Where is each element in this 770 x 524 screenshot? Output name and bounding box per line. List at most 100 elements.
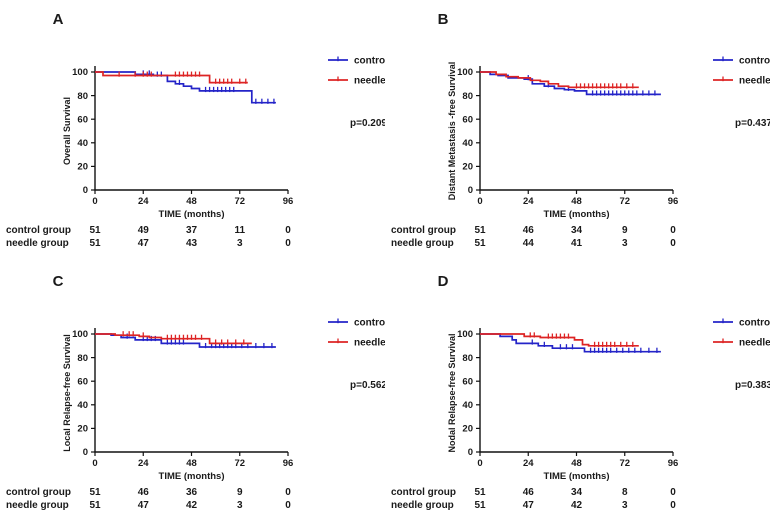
km-curve-control [480,333,661,353]
y-tick-label: 20 [462,162,473,173]
risk-value: 9 [622,225,628,236]
y-tick-label: 80 [77,353,88,364]
y-tick-label: 60 [462,114,473,125]
risk-value: 51 [89,500,101,511]
x-tick-label: 96 [668,196,679,207]
risk-row-label: control group [391,225,456,236]
y-tick-label: 0 [83,185,88,196]
risk-value: 3 [622,500,628,511]
y-tick-label: 80 [77,91,88,102]
x-tick-label: 48 [571,458,582,469]
km-curve-control [95,333,276,348]
y-tick-label: 20 [77,162,88,173]
km-curve-needle [480,333,639,347]
x-tick-label: 72 [619,196,630,207]
risk-row-label: needle group [6,238,69,249]
x-tick-label: 0 [477,458,482,469]
risk-value: 0 [285,238,291,249]
panel-letter: A [53,11,64,28]
x-tick-label: 48 [571,196,582,207]
legend-label-control: control [354,56,385,67]
risk-value: 9 [237,487,243,498]
risk-value: 0 [670,500,676,511]
y-axis-title: Overall Survival [62,97,72,165]
y-tick-label: 100 [72,329,88,340]
risk-value: 49 [138,225,150,236]
risk-row-label: control group [391,487,456,498]
legend-label-control: control [739,318,770,329]
legend-label-control: control [739,56,770,67]
x-tick-label: 72 [234,196,245,207]
x-tick-label: 24 [138,196,149,207]
risk-value: 47 [138,238,150,249]
panel-letter: C [53,273,64,290]
y-tick-label: 100 [457,329,473,340]
risk-value: 0 [285,487,291,498]
risk-row-label: needle group [391,500,454,511]
risk-value: 0 [285,500,291,511]
risk-row-label: control group [6,225,71,236]
x-tick-label: 96 [283,196,294,207]
legend-label-needle: needle [354,76,385,87]
y-tick-label: 80 [462,91,473,102]
legend-label-needle: needle [739,338,770,349]
x-tick-label: 24 [523,458,534,469]
risk-value: 51 [89,238,101,249]
risk-value: 0 [285,225,291,236]
risk-value: 44 [523,238,535,249]
risk-value: 0 [670,238,676,249]
risk-value: 34 [571,487,583,498]
risk-row-label: needle group [6,500,69,511]
p-value-label: p=0.383 [735,380,770,391]
risk-value: 51 [474,238,486,249]
y-tick-label: 40 [77,400,88,411]
risk-value: 46 [523,487,535,498]
panel-letter: B [438,11,449,28]
risk-value: 51 [89,225,101,236]
km-panel-c: C 0 20 40 60 80 100 0 24 48 72 96 TIME (months) Local… [6,273,385,511]
km-curve-control [480,71,661,96]
x-axis-title: TIME (months) [159,471,225,482]
x-tick-label: 0 [477,196,482,207]
risk-value: 51 [474,225,486,236]
y-tick-label: 60 [462,376,473,387]
x-tick-label: 24 [523,196,534,207]
y-tick-label: 0 [468,185,473,196]
risk-value: 51 [474,487,486,498]
y-tick-label: 60 [77,114,88,125]
x-axis-title: TIME (months) [544,471,610,482]
risk-row-label: control group [6,487,71,498]
y-axis-title: Local Relapse-free Survival [62,334,72,452]
x-tick-label: 96 [283,458,294,469]
x-tick-label: 0 [92,458,97,469]
x-tick-label: 24 [138,458,149,469]
x-tick-label: 72 [619,458,630,469]
y-tick-label: 100 [457,67,473,78]
legend-label-needle: needle [739,76,770,87]
y-tick-label: 20 [462,424,473,435]
p-value-label: p=0.209 [350,118,385,129]
risk-value: 46 [138,487,150,498]
y-axis-title: Nodal Relapse-free Survival [447,333,457,452]
km-panel-b: B 0 20 40 60 80 100 0 24 48 72 96 TIME (months) Dista… [391,11,770,249]
p-value-label: p=0.562 [350,380,385,391]
legend-label-control: control [354,318,385,329]
y-tick-label: 100 [72,67,88,78]
risk-value: 34 [571,225,583,236]
risk-value: 41 [571,238,583,249]
risk-value: 42 [571,500,583,511]
risk-value: 51 [89,487,101,498]
x-tick-label: 48 [186,196,197,207]
km-curve-needle [480,71,639,89]
risk-value: 8 [622,487,628,498]
y-tick-label: 0 [468,447,473,458]
risk-value: 36 [186,487,198,498]
km-curve-needle [95,333,252,345]
legend-label-needle: needle [354,338,385,349]
y-tick-label: 0 [83,447,88,458]
y-axis-title: Distant Metastasis -free Survival [447,62,457,201]
y-tick-label: 60 [77,376,88,387]
y-tick-label: 80 [462,353,473,364]
